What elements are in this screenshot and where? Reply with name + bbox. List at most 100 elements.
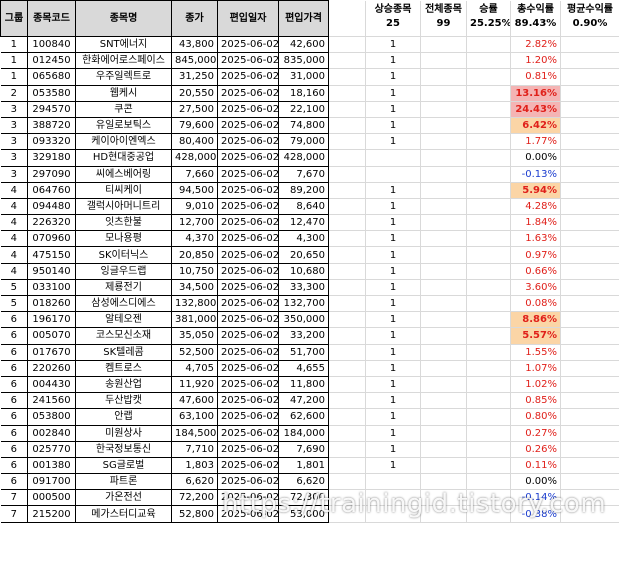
win-rate-cell[interactable]	[466, 392, 511, 410]
group-cell[interactable]: 3	[0, 101, 28, 118]
avg-return-cell[interactable]	[560, 327, 619, 345]
win-rate-cell[interactable]	[466, 489, 511, 507]
code-cell[interactable]: 001380	[27, 457, 76, 475]
entry-price-cell[interactable]: 6,620	[278, 473, 329, 491]
total-count-cell[interactable]	[420, 327, 467, 345]
avg-return-cell[interactable]	[560, 473, 619, 491]
entry-price-cell[interactable]: 74,800	[278, 117, 329, 135]
win-rate-cell[interactable]	[466, 246, 511, 264]
price-cell[interactable]: 184,500	[171, 425, 218, 442]
gap-cell[interactable]	[328, 68, 366, 86]
date-cell[interactable]: 2025-06-02	[217, 36, 279, 54]
up-flag-cell[interactable]: 1	[365, 344, 421, 361]
entry-price-cell[interactable]: 8,640	[278, 198, 329, 216]
date-cell[interactable]: 2025-06-02	[217, 214, 279, 232]
up-flag-cell[interactable]: 1	[365, 392, 421, 410]
gap-cell[interactable]	[328, 360, 366, 377]
up-flag-cell[interactable]: 1	[365, 246, 421, 264]
entry-price-cell[interactable]: 7,670	[278, 166, 329, 183]
code-cell[interactable]: 065680	[27, 68, 76, 86]
date-cell[interactable]: 2025-06-02	[217, 505, 279, 523]
return-cell[interactable]: 0.81%	[510, 68, 561, 86]
code-cell[interactable]: 329180	[27, 149, 76, 167]
entry-price-cell[interactable]: 89,200	[278, 182, 329, 199]
name-cell[interactable]: 안랩	[75, 408, 172, 426]
avg-return-cell[interactable]	[560, 214, 619, 232]
code-cell[interactable]: 053800	[27, 408, 76, 426]
up-flag-cell[interactable]: 1	[365, 360, 421, 377]
return-cell[interactable]: 5.57%	[510, 327, 561, 345]
total-count-cell[interactable]	[420, 360, 467, 377]
name-cell[interactable]: 알테오젠	[75, 311, 172, 329]
code-cell[interactable]: 017670	[27, 344, 76, 361]
price-cell[interactable]: 428,000	[171, 149, 218, 167]
price-cell[interactable]: 52,500	[171, 344, 218, 361]
group-cell[interactable]: 5	[0, 279, 28, 297]
name-cell[interactable]: 씨에스베어링	[75, 166, 172, 183]
return-cell[interactable]: 3.60%	[510, 279, 561, 297]
gap-cell[interactable]	[328, 263, 366, 280]
win-rate-cell[interactable]	[466, 376, 511, 394]
win-rate-cell[interactable]	[466, 85, 511, 102]
avg-return-cell[interactable]	[560, 230, 619, 248]
avg-return-cell[interactable]	[560, 344, 619, 361]
price-cell[interactable]: 381,000	[171, 311, 218, 329]
gap-cell[interactable]	[328, 101, 366, 118]
win-rate-cell[interactable]	[466, 166, 511, 183]
group-cell[interactable]: 6	[0, 425, 28, 442]
entry-price-cell[interactable]: 51,700	[278, 344, 329, 361]
win-rate-cell[interactable]	[466, 327, 511, 345]
date-cell[interactable]: 2025-06-02	[217, 489, 279, 507]
return-cell[interactable]: 0.11%	[510, 457, 561, 475]
gap-cell[interactable]	[328, 392, 366, 410]
total-count-cell[interactable]	[420, 425, 467, 442]
gap-cell[interactable]	[328, 198, 366, 216]
avg-return-cell[interactable]	[560, 311, 619, 329]
date-cell[interactable]: 2025-06-02	[217, 441, 279, 458]
group-cell[interactable]: 4	[0, 246, 28, 264]
code-cell[interactable]: 004430	[27, 376, 76, 394]
code-cell[interactable]: 475150	[27, 246, 76, 264]
gap-cell[interactable]	[328, 214, 366, 232]
gap-cell[interactable]	[328, 133, 366, 151]
gap-cell[interactable]	[328, 473, 366, 491]
win-rate-cell[interactable]	[466, 149, 511, 167]
group-cell[interactable]: 4	[0, 214, 28, 232]
name-cell[interactable]: 두산밥캣	[75, 392, 172, 410]
total-count-cell[interactable]	[420, 489, 467, 507]
group-cell[interactable]: 1	[0, 68, 28, 86]
avg-return-cell[interactable]	[560, 117, 619, 135]
up-flag-cell[interactable]	[365, 149, 421, 167]
gap-cell[interactable]	[328, 52, 366, 70]
gap-cell[interactable]	[328, 489, 366, 507]
group-cell[interactable]: 1	[0, 52, 28, 70]
code-cell[interactable]: 226320	[27, 214, 76, 232]
entry-price-cell[interactable]: 7,690	[278, 441, 329, 458]
gap-cell[interactable]	[328, 457, 366, 475]
total-count-cell[interactable]	[420, 230, 467, 248]
price-cell[interactable]: 34,500	[171, 279, 218, 297]
group-cell[interactable]: 4	[0, 263, 28, 280]
win-rate-cell[interactable]	[466, 311, 511, 329]
up-flag-cell[interactable]	[365, 505, 421, 523]
date-cell[interactable]: 2025-06-02	[217, 85, 279, 102]
total-count-cell[interactable]	[420, 149, 467, 167]
entry-price-cell[interactable]: 18,160	[278, 85, 329, 102]
group-cell[interactable]: 3	[0, 133, 28, 151]
return-cell[interactable]: 1.84%	[510, 214, 561, 232]
name-cell[interactable]: SNT에너지	[75, 36, 172, 54]
price-cell[interactable]: 63,100	[171, 408, 218, 426]
name-cell[interactable]: 제룡전기	[75, 279, 172, 297]
avg-return-cell[interactable]	[560, 101, 619, 118]
date-cell[interactable]: 2025-06-02	[217, 311, 279, 329]
return-cell[interactable]: 24.43%	[510, 101, 561, 118]
return-cell[interactable]: 1.07%	[510, 360, 561, 377]
win-rate-cell[interactable]	[466, 68, 511, 86]
total-count-cell[interactable]	[420, 52, 467, 70]
return-cell[interactable]: 1.20%	[510, 52, 561, 70]
date-cell[interactable]: 2025-06-02	[217, 166, 279, 183]
avg-return-cell[interactable]	[560, 133, 619, 151]
up-flag-cell[interactable]: 1	[365, 408, 421, 426]
entry-price-cell[interactable]: 1,801	[278, 457, 329, 475]
win-rate-cell[interactable]	[466, 457, 511, 475]
